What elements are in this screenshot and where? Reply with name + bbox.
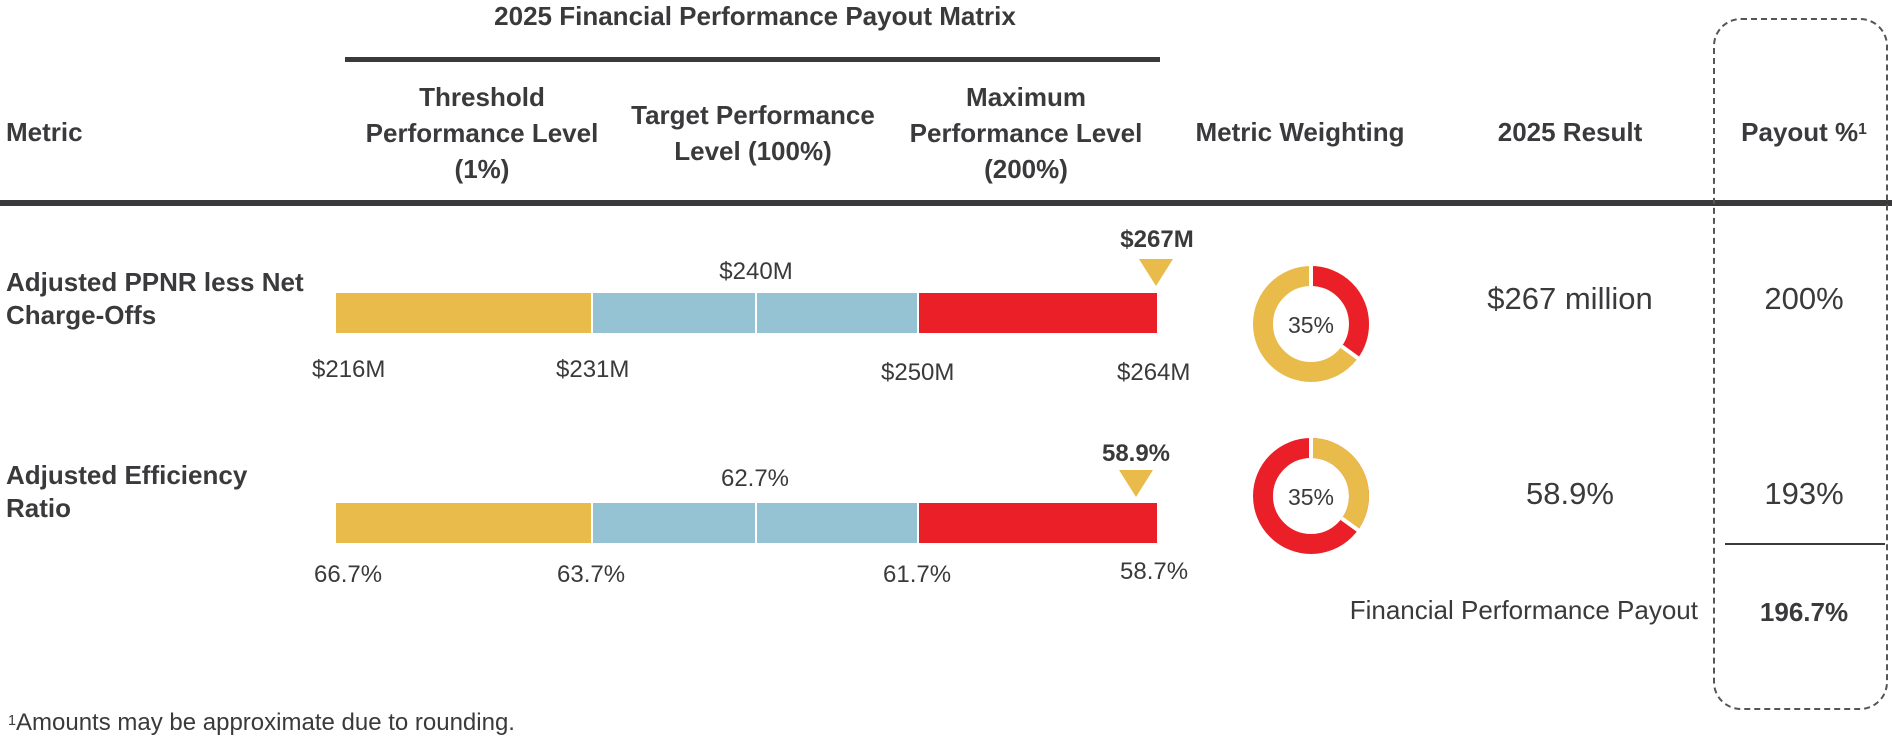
header-result: 2025 Result (1497, 117, 1643, 147)
header-payout-sup: 1 (1858, 121, 1867, 138)
header-maximum: Maximum Performance Level (200%) (909, 82, 1143, 184)
title-divider (345, 57, 1160, 62)
row2-threshold-label: 66.7% (314, 561, 383, 588)
row1-target-segment-b (757, 293, 917, 333)
row1-threshold-label: $216M (312, 356, 386, 383)
row2-maximum-segment (919, 503, 1157, 543)
row2-donut-gap-end (1340, 516, 1361, 533)
summary-label: Financial Performance Payout (1349, 595, 1698, 625)
row1-donut-gap-end (1340, 344, 1361, 361)
header-threshold: Threshold Performance Level (1%) (365, 82, 599, 184)
row2-target-segment-b (757, 503, 917, 543)
summary-divider (1725, 543, 1885, 545)
header-weighting: Metric Weighting (1195, 117, 1405, 147)
row1-weighting-donut: 35% (1253, 264, 1369, 382)
row1-target-segment-a (593, 293, 755, 333)
row2-threshold-end-label: 63.7% (557, 561, 626, 588)
row2-actual-marker (1119, 470, 1153, 497)
row1-target-label: $240M (719, 258, 793, 285)
row2-payout: 193% (1764, 476, 1844, 511)
row1-maximum-segment (919, 293, 1157, 333)
row2-donut-label: 35% (1288, 484, 1334, 510)
row1-threshold-end-label: $231M (556, 356, 630, 383)
matrix-title: 2025 Financial Performance Payout Matrix (494, 1, 1016, 31)
row1-payout: 200% (1764, 281, 1844, 316)
row1-result: $267 million (1487, 281, 1653, 316)
row1-threshold-segment (336, 293, 591, 333)
footnote: 1Amounts may be approximate due to round… (8, 708, 515, 738)
header-payout-text: Payout % (1741, 117, 1859, 147)
row1-actual-marker (1139, 259, 1173, 286)
summary-value: 196.7% (1759, 597, 1849, 627)
header-divider (0, 200, 1892, 206)
header-target: Target Performance Level (100%) (631, 100, 875, 166)
row1-actual-label: $267M (1120, 226, 1194, 253)
row2-performance-bar (336, 503, 1157, 543)
row2-target-end-label: 61.7% (883, 561, 952, 588)
row1-maximum-label: $264M (1117, 359, 1191, 386)
row2-maximum-label: 58.7% (1120, 558, 1189, 585)
row2-weighting-donut: 35% (1253, 436, 1369, 554)
header-metric: Metric (6, 117, 83, 147)
footnote-sup: 1 (8, 713, 17, 729)
row1-target-end-label: $250M (881, 359, 955, 386)
row1-metric-label: Adjusted PPNR less Net Charge-Offs (6, 267, 304, 330)
row2-target-label: 62.7% (720, 465, 790, 492)
row1-donut-label: 35% (1288, 312, 1334, 338)
payout-column-highlight (1713, 18, 1888, 710)
row2-result: 58.9% (1526, 476, 1614, 511)
row2-target-segment-a (593, 503, 755, 543)
footnote-text: Amounts may be approximate due to roundi… (16, 709, 515, 736)
header-payout: Payout %1 (1720, 114, 1888, 150)
row1-performance-bar (336, 293, 1157, 333)
row2-threshold-segment (336, 503, 591, 543)
row2-metric-label: Adjusted Efficiency Ratio (6, 460, 248, 523)
row2-actual-label: 58.9% (1101, 440, 1171, 467)
